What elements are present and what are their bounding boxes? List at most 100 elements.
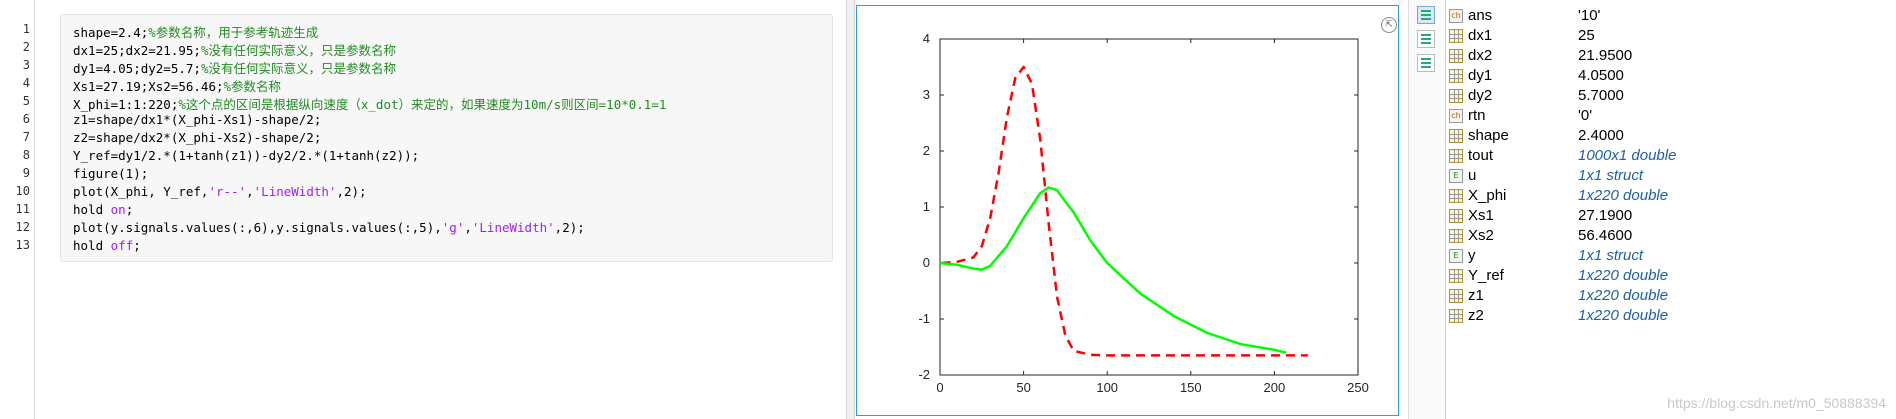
y-tick-label: 0 [923, 255, 930, 270]
variable-name: Xs1 [1468, 207, 1494, 224]
code-line[interactable]: shape=2.4;%参数名称，用于参考轨迹生成 [73, 22, 318, 41]
numeric-variable-icon [1449, 189, 1463, 203]
variable-name: Xs2 [1468, 227, 1494, 244]
code-editor[interactable]: 1 2 3 4 5 6 7 8 9 10 11 12 13 shape=2.4;%参数名称，用于参考轨迹… [0, 0, 846, 419]
code-string: off [110, 238, 134, 253]
workspace-variable-row[interactable]: dx2 21.9500 [1446, 47, 1896, 67]
workspace-variable-row[interactable]: z1 1x220 double [1446, 287, 1896, 307]
code-line[interactable]: Y_ref=dy1/2.*(1+tanh(z1))-dy2/2.*(1+tanh… [73, 148, 419, 163]
workspace-panel[interactable]: ch ans '10' dx1 25 dx2 21.9500 dy1 4.0500 dy2 5.70… [1446, 0, 1896, 419]
code-comment: %没有任何实际意义，只是参数名称 [200, 43, 396, 58]
variable-name: dx2 [1468, 47, 1493, 64]
code-line[interactable]: dx1=25;dx2=21.95;%没有任何实际意义，只是参数名称 [73, 40, 396, 59]
workspace-variable-row[interactable]: Xs2 56.4600 [1446, 227, 1896, 247]
variable-name: X_phi [1468, 187, 1507, 204]
char-variable-icon: ch [1449, 9, 1463, 23]
numeric-variable-icon [1449, 289, 1463, 303]
watermark: https://blog.csdn.net/m0_50888394 [1667, 395, 1886, 411]
code-text: , [464, 220, 472, 235]
variable-value: 5.7000 [1578, 87, 1624, 104]
code-text: hold [73, 202, 111, 217]
code-text: dx1=25;dx2=21.95; [73, 43, 201, 58]
workspace-sort-icon[interactable] [1417, 30, 1435, 48]
variable-value[interactable]: 1x1 struct [1578, 167, 1644, 184]
variable-value[interactable]: 1x220 double [1578, 307, 1669, 324]
numeric-variable-icon [1449, 309, 1463, 323]
variable-value[interactable]: 1000x1 double [1578, 147, 1677, 164]
output-toolbar [1408, 0, 1446, 419]
code-comment: %参数名称 [223, 79, 282, 94]
workspace-view-icon[interactable] [1417, 6, 1435, 24]
variable-name: z2 [1468, 307, 1484, 324]
panel-splitter[interactable] [846, 0, 855, 419]
code-string: 'r--' [208, 184, 247, 199]
x-tick-label: 100 [1096, 380, 1118, 395]
variable-value[interactable]: 1x220 double [1578, 267, 1669, 284]
code-line[interactable]: hold on; [73, 202, 133, 217]
y-tick-label: 4 [923, 31, 930, 46]
code-line[interactable]: dy1=4.05;dy2=5.7;%没有任何实际意义，只是参数名称 [73, 58, 396, 77]
code-text: figure(1); [73, 166, 149, 181]
variable-value[interactable]: 1x220 double [1578, 187, 1669, 204]
code-text: dy1=4.05;dy2=5.7; [73, 61, 201, 76]
workspace-variable-row[interactable]: dx1 25 [1446, 27, 1896, 47]
workspace-variable-row[interactable]: dy1 4.0500 [1446, 67, 1896, 87]
code-text: ; [133, 238, 141, 253]
code-line[interactable]: hold off; [73, 238, 141, 253]
workspace-variable-row[interactable]: tout 1000x1 double [1446, 147, 1896, 167]
line-number: 13 [15, 238, 30, 252]
x-tick-label: 250 [1347, 380, 1369, 395]
x-tick-label: 200 [1264, 380, 1286, 395]
workspace-variable-row[interactable]: ch rtn '0' [1446, 107, 1896, 127]
variable-value[interactable]: 1x220 double [1578, 287, 1669, 304]
workspace-variable-row[interactable]: Y_ref 1x220 double [1446, 267, 1896, 287]
workspace-filter-icon[interactable] [1417, 54, 1435, 72]
variable-name: dx1 [1468, 27, 1493, 44]
struct-variable-icon: E [1449, 169, 1463, 183]
code-line[interactable]: plot(y.signals.values(:,6),y.signals.val… [73, 220, 585, 235]
workspace-variable-row[interactable]: shape 2.4000 [1446, 127, 1896, 147]
code-text: ,2); [554, 220, 585, 235]
variable-value[interactable]: 1x1 struct [1578, 247, 1644, 264]
code-line[interactable]: z1=shape/dx1*(X_phi-Xs1)-shape/2; [73, 112, 321, 127]
workspace-variable-row[interactable]: ch ans '10' [1446, 7, 1896, 27]
code-string: 'LineWidth' [471, 220, 555, 235]
code-line[interactable]: plot(X_phi, Y_ref,'r--','LineWidth',2); [73, 184, 367, 199]
code-line[interactable]: Xs1=27.19;Xs2=56.46;%参数名称 [73, 76, 281, 95]
variable-name: y [1468, 247, 1476, 264]
workspace-variable-row[interactable]: X_phi 1x220 double [1446, 187, 1896, 207]
code-string: 'LineWidth' [253, 184, 337, 199]
line-chart: 0 50 100 150 200 250 -2 -1 0 1 2 3 4 [918, 31, 1369, 395]
numeric-variable-icon [1449, 229, 1463, 243]
numeric-variable-icon [1449, 49, 1463, 63]
workspace-variable-row[interactable]: dy2 5.7000 [1446, 87, 1896, 107]
undock-icon[interactable]: ⇱ [1381, 17, 1397, 33]
code-line[interactable]: z2=shape/dx2*(X_phi-Xs2)-shape/2; [73, 130, 321, 145]
variable-name: dy2 [1468, 87, 1493, 104]
variable-value: 56.4600 [1578, 227, 1633, 244]
numeric-variable-icon [1449, 29, 1463, 43]
variable-value: 25 [1578, 27, 1595, 44]
line-number: 9 [22, 166, 30, 180]
workspace-variable-row[interactable]: Xs1 27.1900 [1446, 207, 1896, 227]
code-line[interactable]: X_phi=1:1:220;%这个点的区间是根据纵向速度（x_dot）来定的，如… [73, 94, 666, 113]
numeric-variable-icon [1449, 89, 1463, 103]
code-text: shape=2.4; [73, 25, 149, 40]
line-number: 7 [22, 130, 30, 144]
line-number: 1 [22, 22, 30, 36]
figure-panel[interactable]: 0 50 100 150 200 250 -2 -1 0 1 2 3 4 [856, 5, 1399, 416]
y-tick-label: -1 [918, 311, 930, 326]
variable-value: 27.1900 [1578, 207, 1633, 224]
variable-value: '10' [1578, 7, 1601, 24]
line-number: 4 [22, 76, 30, 90]
variable-name: z1 [1468, 287, 1484, 304]
code-comment: %没有任何实际意义，只是参数名称 [200, 61, 396, 76]
code-section[interactable] [60, 14, 833, 262]
code-line[interactable]: figure(1); [73, 166, 148, 181]
line-number: 11 [15, 202, 30, 216]
numeric-variable-icon [1449, 269, 1463, 283]
variable-name: rtn [1468, 107, 1486, 124]
workspace-variable-row[interactable]: z2 1x220 double [1446, 307, 1896, 327]
